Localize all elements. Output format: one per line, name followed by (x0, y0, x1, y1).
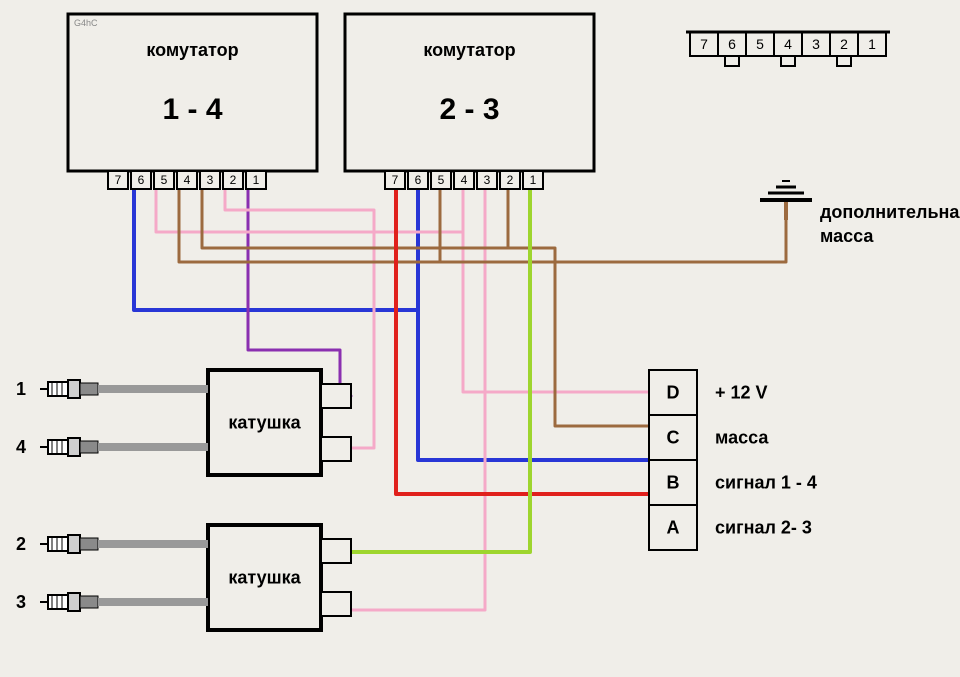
legend-pin-label-7: 7 (700, 36, 708, 52)
plug-4-boot (80, 441, 98, 453)
signal-pin-C: C (667, 428, 680, 448)
comm1-pin-label-1: 1 (530, 173, 537, 187)
legend-pin-label-3: 3 (812, 36, 820, 52)
commutator-title-0: комутатор (146, 40, 238, 60)
comm0-pin-label-5: 5 (161, 173, 168, 187)
coil-label-0: катушка (228, 413, 301, 433)
comm0-pin-label-3: 3 (207, 173, 214, 187)
plug-num-1: 1 (16, 379, 26, 399)
ground-label-1: дополнительная (820, 202, 960, 222)
plug-2-boot (80, 538, 98, 550)
plug-num-2: 2 (16, 534, 26, 554)
comm1-pin-label-7: 7 (392, 173, 399, 187)
plug-1-ceramic (48, 382, 68, 396)
comm0-pin-label-7: 7 (115, 173, 122, 187)
coil-1-term-1 (321, 592, 351, 616)
commutator-sub-1: 2 - 3 (439, 93, 499, 126)
comm0-pin-label-6: 6 (138, 173, 145, 187)
plug-num-4: 4 (16, 437, 26, 457)
comm0-pin-label-1: 1 (253, 173, 260, 187)
comm1-pin-label-2: 2 (507, 173, 514, 187)
comm1-pin-label-6: 6 (415, 173, 422, 187)
legend-pin-label-5: 5 (756, 36, 764, 52)
plug-1-boot (80, 383, 98, 395)
plug-4-hex (68, 438, 80, 456)
signal-label-A: сигнал 2- 3 (715, 518, 812, 538)
commutator-title-1: комутатор (423, 40, 515, 60)
plug-3-boot (80, 596, 98, 608)
plug-4-ceramic (48, 440, 68, 454)
coil-1-term-0 (321, 539, 351, 563)
legend-pin-label-6: 6 (728, 36, 736, 52)
signal-label-D: + 12 V (715, 383, 768, 403)
plug-1-hex (68, 380, 80, 398)
signal-pin-D: D (667, 383, 680, 403)
plug-2-hex (68, 535, 80, 553)
commutator-sub-0: 1 - 4 (162, 93, 222, 126)
plug-3-hex (68, 593, 80, 611)
comm1-pin-label-5: 5 (438, 173, 445, 187)
legend-pin-label-4: 4 (784, 36, 792, 52)
signal-label-B: сигнал 1 - 4 (715, 473, 817, 493)
coil-0-term-1 (321, 437, 351, 461)
plug-2-ceramic (48, 537, 68, 551)
comm0-pin-label-4: 4 (184, 173, 191, 187)
corner-mark: G4hC (74, 18, 98, 28)
comm0-pin-label-2: 2 (230, 173, 237, 187)
plug-num-3: 3 (16, 592, 26, 612)
legend-pin-label-1: 1 (868, 36, 876, 52)
coil-label-1: катушка (228, 568, 301, 588)
legend-pin-label-2: 2 (840, 36, 848, 52)
signal-pin-B: B (667, 473, 680, 493)
ground-label-2: масса (820, 226, 874, 246)
comm1-pin-label-4: 4 (461, 173, 468, 187)
coil-0-term-0 (321, 384, 351, 408)
signal-pin-A: A (667, 518, 680, 538)
plug-3-ceramic (48, 595, 68, 609)
comm1-pin-label-3: 3 (484, 173, 491, 187)
signal-label-C: масса (715, 428, 769, 448)
